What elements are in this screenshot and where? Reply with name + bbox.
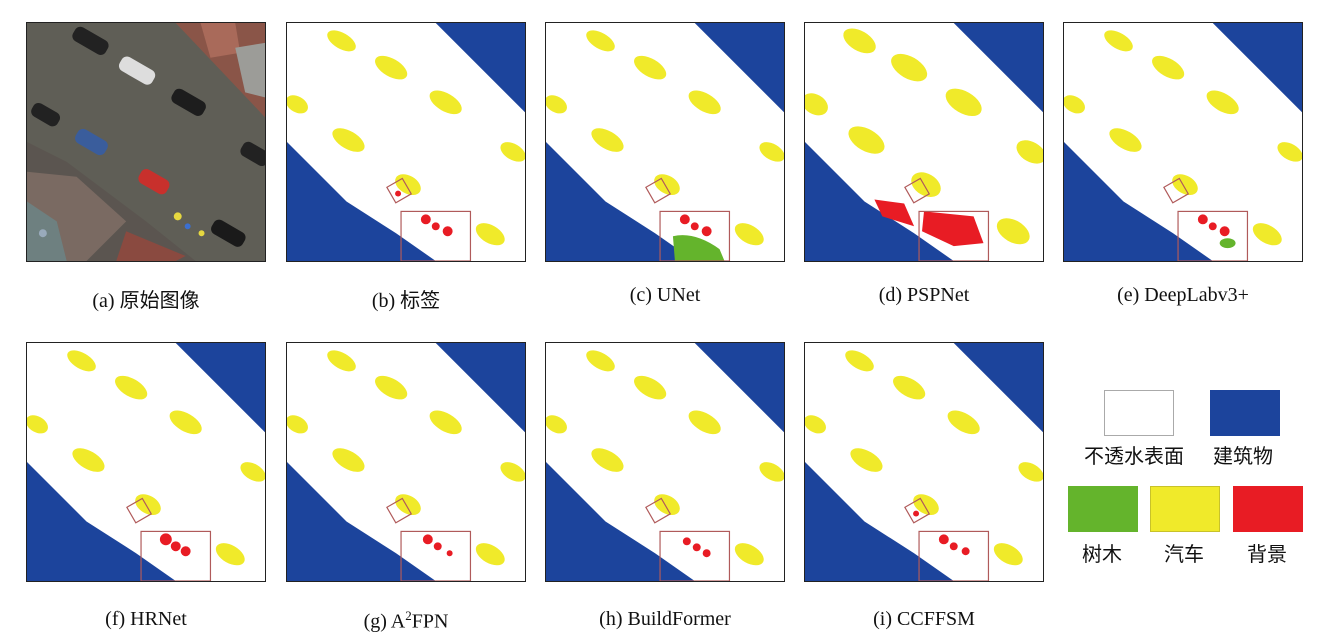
- caption-a2fpn: (g) A2FPN: [276, 608, 536, 634]
- unet-prediction-map: [546, 23, 784, 261]
- legend-swatch-car: [1150, 486, 1220, 532]
- caption-ccffsm: (i) CCFFSM: [873, 608, 975, 630]
- panel-deeplabv3: [1063, 22, 1303, 262]
- panel-buildformer: [545, 342, 785, 582]
- panel-hrnet: [26, 342, 266, 582]
- caption-label: (b) 标签: [371, 290, 441, 312]
- legend-label-clutter: 背景: [1247, 542, 1287, 566]
- a2fpn-prediction-map: [287, 343, 525, 581]
- hrnet-prediction-map: [27, 343, 265, 581]
- legend-label-car: 汽车: [1164, 542, 1204, 566]
- legend-label-building: 建筑物: [1213, 444, 1273, 468]
- legend-swatch-impervious: [1104, 390, 1174, 436]
- caption-a2fpn-prefix: (g) A: [363, 610, 406, 633]
- caption-hrnet: (f) HRNet: [105, 608, 187, 630]
- pspnet-prediction-map: [805, 23, 1043, 261]
- panel-ccffsm: [804, 342, 1044, 582]
- panel-label: [286, 22, 526, 262]
- legend-label-tree: 树木: [1082, 542, 1122, 566]
- legend-swatch-building: [1210, 390, 1280, 436]
- panel-original-image: [26, 22, 266, 262]
- panel-pspnet: [804, 22, 1044, 262]
- caption-pspnet: (d) PSPNet: [878, 284, 970, 306]
- original-aerial-image: [27, 23, 265, 261]
- caption-a2fpn-superscript: 2: [405, 608, 412, 623]
- segmentation-label-map: [287, 23, 525, 261]
- caption-deeplabv3: (e) DeepLabv3+: [1117, 284, 1249, 306]
- caption-a2fpn-suffix: FPN: [411, 610, 449, 633]
- caption-original-image: (a) 原始图像: [92, 290, 200, 312]
- deeplabv3-prediction-map: [1064, 23, 1302, 261]
- buildformer-prediction-map: [546, 343, 784, 581]
- caption-unet: (c) UNet: [629, 284, 701, 306]
- legend-label-impervious: 不透水表面: [1084, 444, 1184, 468]
- legend-swatch-clutter: [1233, 486, 1303, 532]
- legend-swatch-tree: [1068, 486, 1138, 532]
- ccffsm-prediction-map: [805, 343, 1043, 581]
- caption-buildformer: (h) BuildFormer: [599, 608, 731, 630]
- panel-unet: [545, 22, 785, 262]
- panel-a2fpn: [286, 342, 526, 582]
